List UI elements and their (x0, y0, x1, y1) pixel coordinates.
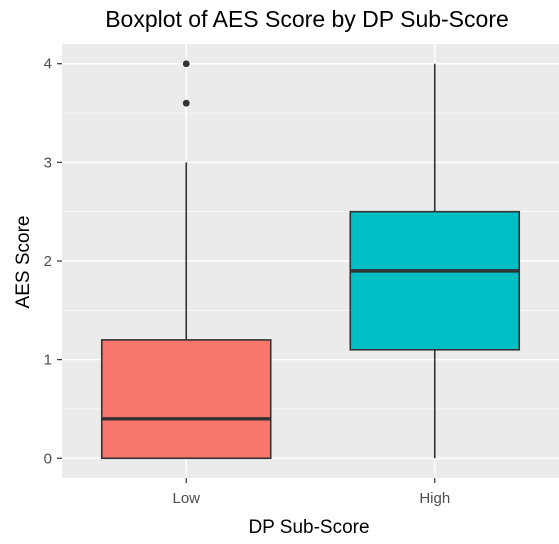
y-tick-label: 1 (44, 352, 52, 369)
outlier-point (182, 99, 190, 107)
y-tick-label: 2 (44, 253, 52, 270)
x-tick-label: High (419, 490, 450, 507)
y-axis: 0 1 2 3 4 (44, 56, 62, 467)
y-tick-label: 4 (44, 56, 52, 73)
box-iqr (349, 210, 521, 351)
y-axis-title: AES Score (13, 216, 34, 309)
box-high (349, 63, 521, 459)
x-axis: Low High (172, 478, 450, 507)
box-iqr (100, 339, 272, 460)
y-tick-label: 3 (44, 154, 52, 171)
box-low (100, 60, 272, 460)
box-layer (100, 60, 521, 460)
y-tick-label: 0 (44, 450, 52, 467)
outlier-point (182, 60, 190, 68)
chart-title: Boxplot of AES Score by DP Sub-Score (105, 6, 509, 32)
x-tick-label: Low (172, 490, 200, 507)
x-axis-title: DP Sub-Score (248, 517, 369, 538)
